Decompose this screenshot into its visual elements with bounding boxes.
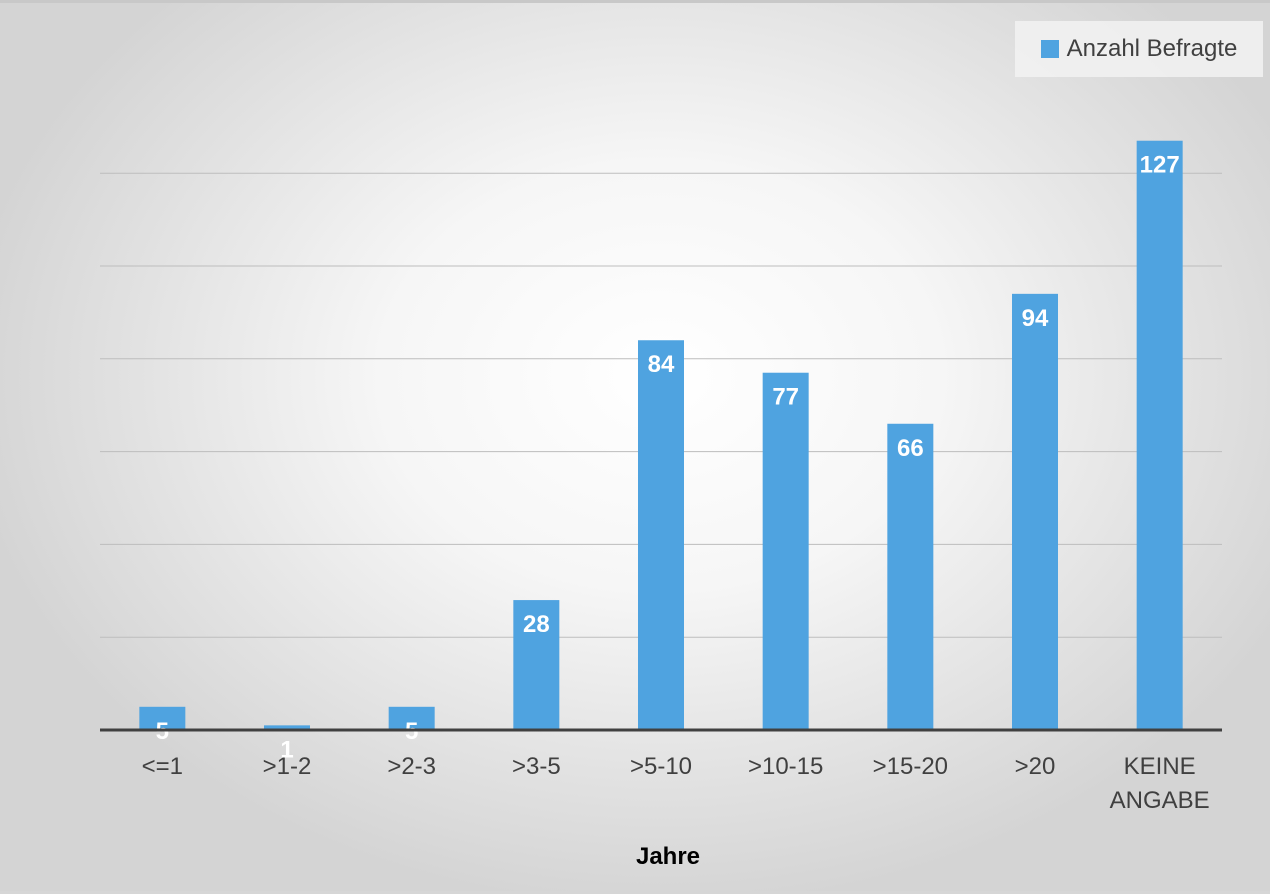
x-tick-label: >5-10 <box>630 753 692 780</box>
x-tick-label: >3-5 <box>512 753 561 780</box>
bar <box>139 706 186 730</box>
x-tick-label: ANGABE <box>1110 787 1210 814</box>
x-axis-title: Jahre <box>636 843 700 870</box>
legend-swatch <box>1040 40 1059 58</box>
bar <box>513 600 560 730</box>
data-label: 28 <box>523 611 550 638</box>
legend: Anzahl Befragte <box>1015 21 1263 77</box>
x-tick-label: KEINE <box>1124 753 1196 780</box>
data-label: 66 <box>897 435 924 462</box>
bar <box>1136 140 1183 731</box>
data-label: 1 <box>280 736 293 763</box>
data-label: 94 <box>1022 305 1049 332</box>
bar <box>762 372 809 730</box>
x-tick-label: >2-3 <box>387 753 436 780</box>
legend-label: Anzahl Befragte <box>1066 35 1238 62</box>
data-label: 84 <box>648 351 675 378</box>
x-tick-label: <=1 <box>142 753 183 780</box>
bar-chart: 5152884776694127<=1>1-2>2-3>3-5>5-10>10-… <box>100 140 1222 870</box>
data-label: 127 <box>1140 152 1180 179</box>
x-tick-label: >10-15 <box>748 753 823 780</box>
x-tick-label: >1-2 <box>263 753 312 780</box>
bar <box>264 725 310 730</box>
bar <box>638 340 684 730</box>
x-tick-label: >20 <box>1015 753 1056 780</box>
data-label: 77 <box>772 384 799 411</box>
bar <box>388 706 435 730</box>
bar <box>1012 293 1058 730</box>
x-tick-label: >15-20 <box>873 753 948 780</box>
bar <box>887 423 934 730</box>
